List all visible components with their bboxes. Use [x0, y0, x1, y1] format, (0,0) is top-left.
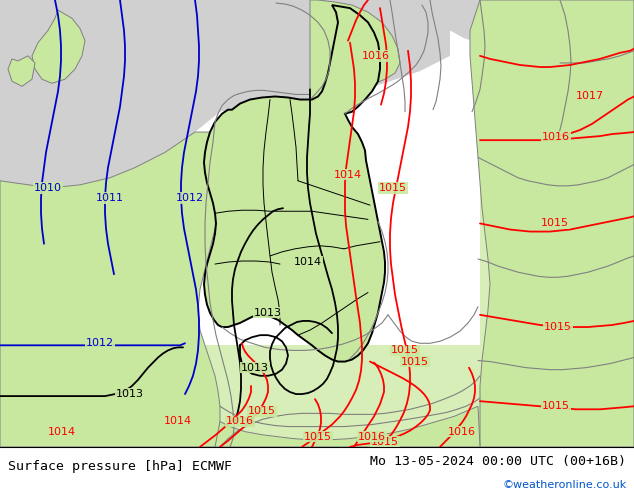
Polygon shape: [215, 406, 480, 447]
Text: 1011: 1011: [96, 193, 124, 203]
Text: 1015: 1015: [371, 437, 399, 447]
Text: 1015: 1015: [248, 406, 276, 416]
Text: 1016: 1016: [448, 427, 476, 437]
Text: 1016: 1016: [542, 132, 570, 142]
Polygon shape: [0, 132, 230, 447]
Text: 1015: 1015: [542, 401, 570, 411]
Text: 1015: 1015: [391, 345, 419, 355]
Text: 1014: 1014: [164, 416, 192, 426]
Text: 1015: 1015: [541, 219, 569, 228]
Polygon shape: [310, 0, 400, 99]
Text: ©weatheronline.co.uk: ©weatheronline.co.uk: [502, 480, 626, 490]
Text: 1013: 1013: [241, 363, 269, 373]
Polygon shape: [470, 0, 634, 447]
Polygon shape: [450, 0, 634, 81]
Text: 1016: 1016: [226, 416, 254, 426]
Polygon shape: [0, 345, 634, 447]
Text: 1010: 1010: [34, 183, 62, 193]
Text: 1012: 1012: [86, 338, 114, 348]
Text: 1013: 1013: [254, 308, 282, 318]
Text: 1016: 1016: [358, 432, 386, 441]
Text: 1013: 1013: [116, 389, 144, 399]
Text: 1017: 1017: [576, 92, 604, 101]
Polygon shape: [480, 0, 634, 447]
Text: Surface pressure [hPa] ECMWF: Surface pressure [hPa] ECMWF: [8, 460, 231, 473]
Polygon shape: [0, 0, 220, 188]
Text: 1014: 1014: [48, 427, 76, 437]
Text: 1014: 1014: [334, 170, 362, 180]
Text: 1012: 1012: [176, 193, 204, 203]
Polygon shape: [204, 5, 385, 362]
Text: 1015: 1015: [304, 432, 332, 441]
Polygon shape: [32, 10, 85, 83]
Polygon shape: [220, 0, 450, 112]
Text: 1014: 1014: [294, 257, 322, 267]
Text: 1015: 1015: [379, 183, 407, 193]
Text: 1015: 1015: [544, 322, 572, 332]
Text: Mo 13-05-2024 00:00 UTC (00+16B): Mo 13-05-2024 00:00 UTC (00+16B): [370, 456, 626, 468]
Text: 1015: 1015: [401, 357, 429, 367]
Text: 1016: 1016: [362, 51, 390, 61]
Polygon shape: [8, 56, 35, 86]
